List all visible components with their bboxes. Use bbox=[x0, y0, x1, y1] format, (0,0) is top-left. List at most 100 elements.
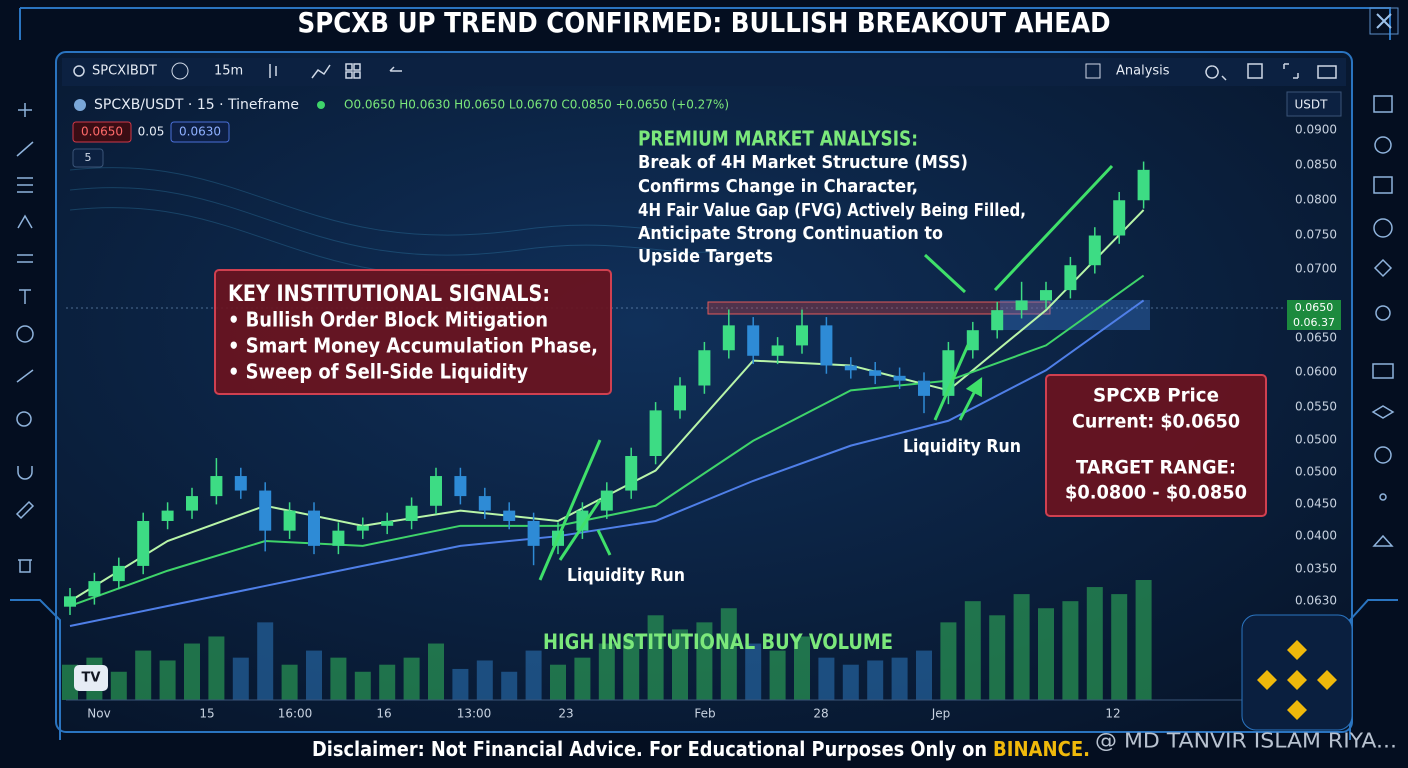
indicators-count: 5 bbox=[85, 151, 92, 164]
volume-bar bbox=[672, 629, 688, 700]
candle-body bbox=[234, 476, 247, 491]
add-symbol[interactable] bbox=[171, 62, 189, 80]
candle-body bbox=[576, 510, 589, 531]
price-label: 0.0800 bbox=[1295, 193, 1337, 207]
candle-body bbox=[625, 456, 638, 491]
volume-bar bbox=[745, 643, 762, 700]
candle-body bbox=[259, 490, 272, 531]
candle-body bbox=[722, 325, 735, 351]
volume-bar bbox=[891, 657, 908, 700]
analysis-line: 4H Fair Value Gap (FVG) Actively Being F… bbox=[638, 200, 1026, 221]
time-label: Nov bbox=[87, 707, 110, 721]
candle-body bbox=[88, 581, 101, 597]
candle-body bbox=[1137, 169, 1150, 201]
volume-bar bbox=[1086, 587, 1103, 700]
analysis-checkbox[interactable] bbox=[1085, 63, 1101, 79]
analysis-line: Confirms Change in Character, bbox=[638, 176, 918, 197]
candle-body bbox=[283, 510, 296, 531]
analysis-line: Upside Targets bbox=[638, 246, 773, 267]
price-label: 0.0600 bbox=[1295, 365, 1337, 379]
last-price-sub: 0.06.37 bbox=[1293, 316, 1335, 329]
liquidity-label: Liquidity Run bbox=[567, 565, 685, 586]
tv-logo-mark: TV bbox=[82, 671, 101, 686]
interval[interactable]: 15m bbox=[214, 64, 243, 79]
candle-body bbox=[869, 370, 882, 376]
price-label: 0.0400 bbox=[1295, 529, 1337, 543]
volume-bar bbox=[452, 668, 469, 700]
price-label: 0.0450 bbox=[1295, 497, 1337, 511]
candle-body bbox=[332, 530, 345, 546]
volume-bar bbox=[574, 657, 591, 700]
close-button[interactable] bbox=[1369, 7, 1399, 35]
price-axis: 0.0900 0.0850 0.0800 0.0750 0.0700 0.0650 0.06… bbox=[1295, 123, 1337, 608]
price-label: 0.0900 bbox=[1295, 123, 1337, 137]
volume-bar bbox=[379, 664, 396, 700]
volume-bar bbox=[720, 608, 737, 700]
volume-bar bbox=[1062, 601, 1079, 700]
candle-body bbox=[1064, 265, 1077, 291]
ask-badge[interactable] bbox=[170, 121, 230, 143]
candle-body bbox=[405, 505, 418, 521]
time-label: 23 bbox=[558, 707, 573, 721]
target-range: $0.0800 - $0.0850 bbox=[1065, 482, 1247, 504]
analysis-line: Break of 4H Market Structure (MSS) bbox=[638, 152, 968, 173]
liquidity-label: Liquidity Run bbox=[903, 436, 1021, 457]
volume-bar bbox=[330, 657, 347, 700]
time-axis: Nov 15 16:00 16 13:00 23 Feb 28 Jep 12 bbox=[87, 707, 1120, 721]
candle-body bbox=[478, 496, 491, 511]
signal-item: • Smart Money Accumulation Phase, bbox=[228, 334, 598, 358]
bid-badge[interactable] bbox=[72, 121, 132, 143]
toolbar-icons[interactable] bbox=[269, 63, 402, 79]
target-heading: TARGET RANGE: bbox=[1076, 457, 1236, 479]
volume-bar bbox=[232, 657, 249, 700]
symbol-search[interactable]: SPCXIBDT bbox=[92, 64, 157, 79]
candle-body bbox=[356, 525, 369, 531]
volume-bar bbox=[769, 650, 786, 700]
volume-bar bbox=[476, 660, 493, 700]
volume-bar bbox=[306, 650, 322, 700]
price-label: 0.0700 bbox=[1295, 262, 1337, 276]
volume-bar bbox=[647, 615, 664, 700]
status-dot bbox=[317, 101, 325, 109]
left-toolbar[interactable] bbox=[15, 103, 35, 573]
right-toolbar[interactable] bbox=[1371, 95, 1395, 547]
volume-bar bbox=[501, 671, 518, 700]
candle-body bbox=[991, 310, 1004, 331]
toolbar-right-icons[interactable] bbox=[1205, 63, 1337, 81]
volume-bar bbox=[696, 622, 713, 700]
volume-bar bbox=[525, 650, 542, 700]
analysis-mode[interactable]: Analysis bbox=[1116, 64, 1170, 79]
symbol-logo bbox=[74, 99, 86, 111]
tv-logo bbox=[74, 665, 108, 691]
candle-body bbox=[1015, 300, 1028, 311]
volume-bar bbox=[598, 643, 615, 700]
candle-body bbox=[1040, 290, 1052, 301]
time-label: Feb bbox=[694, 707, 715, 721]
order-block-zone bbox=[707, 301, 1051, 315]
volume-bar bbox=[964, 601, 981, 700]
brand: BINANCE. bbox=[993, 737, 1090, 761]
bid: 0.0650 bbox=[81, 125, 123, 139]
candle-body bbox=[137, 520, 150, 566]
time-label: 16 bbox=[376, 707, 391, 721]
time-label: 28 bbox=[813, 707, 828, 721]
price-label: 0.0630 bbox=[1295, 594, 1337, 608]
volume-bar bbox=[135, 650, 152, 700]
candle-body bbox=[308, 510, 320, 546]
time-label: 15 bbox=[199, 707, 214, 721]
indicators-toggle[interactable] bbox=[72, 148, 104, 168]
analysis-line: Anticipate Strong Continuation to bbox=[638, 223, 943, 244]
volume-bar bbox=[428, 643, 444, 700]
volume-bar bbox=[184, 643, 200, 700]
signal-item: • Bullish Order Block Mitigation bbox=[228, 308, 548, 332]
annotation-arrows bbox=[538, 164, 1114, 581]
volume-bar bbox=[281, 664, 298, 700]
volume-bar bbox=[989, 615, 1006, 700]
search-icon[interactable] bbox=[73, 65, 85, 77]
legend-symbol: SPCXB/USDT · 15 · Tineframe bbox=[94, 97, 299, 113]
candle-body bbox=[893, 375, 906, 381]
volume-bar bbox=[842, 664, 859, 700]
volume-bar bbox=[1038, 608, 1054, 700]
